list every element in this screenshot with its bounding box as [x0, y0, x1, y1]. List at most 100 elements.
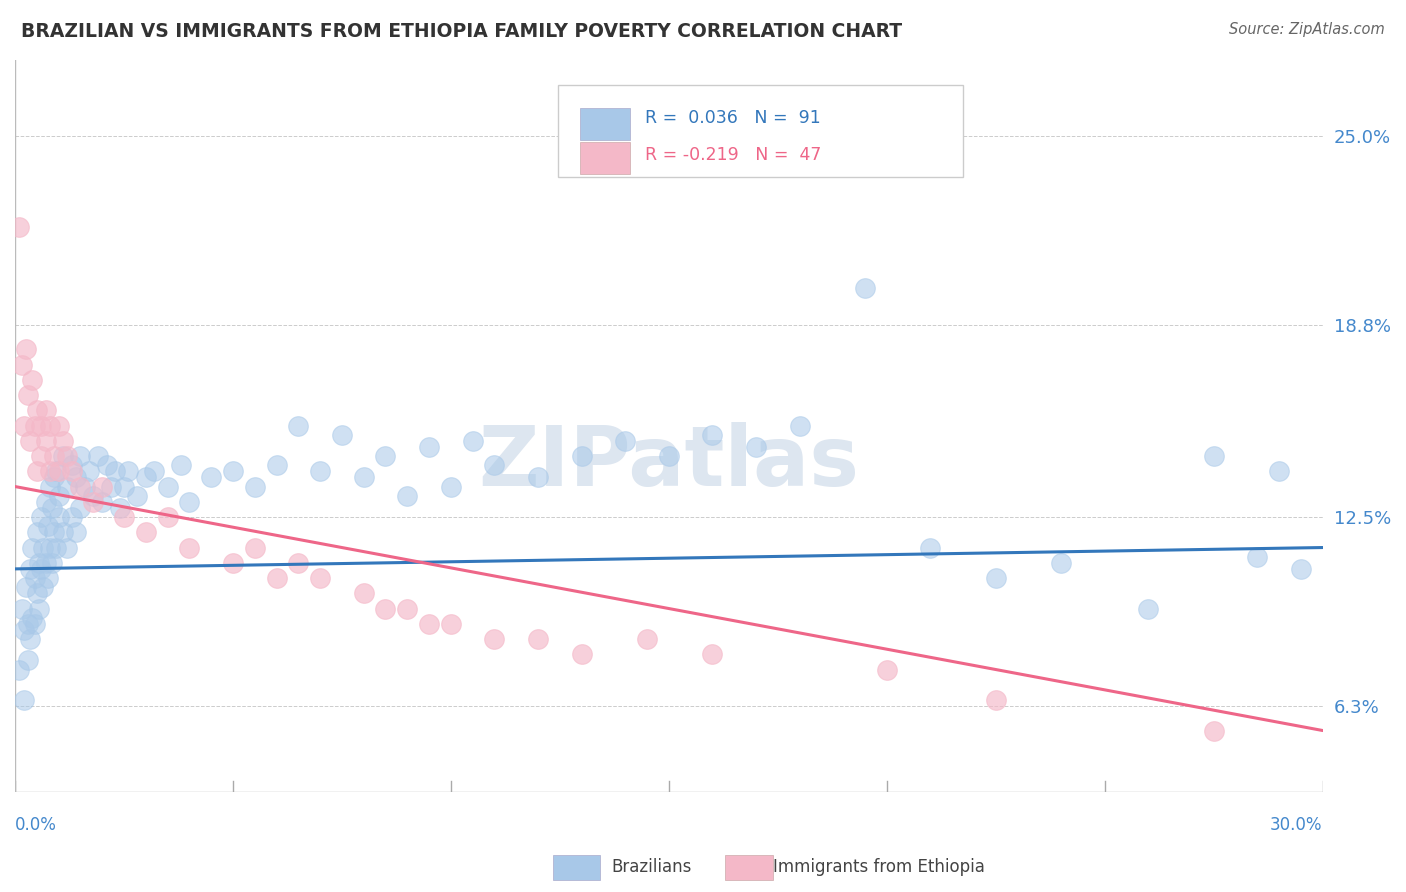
- Point: [56, 479, 79, 493]
- Point: [38, 464, 60, 478]
- Point: [984, 693, 1007, 707]
- Point: [1137, 601, 1160, 615]
- Point: [658, 449, 681, 463]
- Point: [56, 449, 79, 463]
- Point: [396, 601, 419, 615]
- Point: [34, 495, 56, 509]
- Text: Immigrants from Ethiopia: Immigrants from Ethiopia: [773, 858, 986, 876]
- Text: R =  0.036   N =  91: R = 0.036 N = 91: [645, 110, 821, 128]
- Point: [1289, 562, 1312, 576]
- Point: [38, 418, 60, 433]
- Point: [25, 525, 48, 540]
- Point: [571, 647, 593, 661]
- Point: [484, 458, 506, 473]
- Point: [461, 434, 484, 448]
- Point: [396, 489, 419, 503]
- Point: [789, 418, 811, 433]
- Point: [309, 571, 332, 585]
- Point: [45, 464, 67, 478]
- Point: [984, 571, 1007, 585]
- Point: [179, 495, 201, 509]
- Point: [527, 632, 550, 646]
- Text: ZIPatlas: ZIPatlas: [478, 422, 859, 503]
- Point: [48, 418, 70, 433]
- Point: [222, 464, 245, 478]
- Point: [702, 427, 724, 442]
- Point: [135, 525, 157, 540]
- Point: [52, 449, 75, 463]
- Point: [25, 586, 48, 600]
- Point: [156, 510, 179, 524]
- Text: 0.0%: 0.0%: [15, 816, 56, 834]
- Point: [179, 541, 201, 555]
- Text: BRAZILIAN VS IMMIGRANTS FROM ETHIOPIA FAMILY POVERTY CORRELATION CHART: BRAZILIAN VS IMMIGRANTS FROM ETHIOPIA FA…: [21, 22, 903, 41]
- Point: [309, 464, 332, 478]
- Point: [25, 464, 48, 478]
- Point: [8, 663, 31, 677]
- Point: [440, 616, 463, 631]
- Point: [266, 458, 288, 473]
- Point: [266, 571, 288, 585]
- Point: [169, 458, 191, 473]
- Point: [243, 541, 266, 555]
- Point: [24, 616, 46, 631]
- Point: [104, 464, 127, 478]
- Point: [418, 440, 440, 454]
- Point: [30, 449, 52, 463]
- Point: [156, 479, 179, 493]
- Point: [876, 663, 898, 677]
- Point: [52, 434, 75, 448]
- Point: [34, 403, 56, 417]
- Point: [65, 525, 87, 540]
- Point: [28, 601, 51, 615]
- Point: [28, 556, 51, 570]
- FancyBboxPatch shape: [579, 142, 630, 174]
- Point: [96, 458, 118, 473]
- Point: [143, 464, 166, 478]
- Point: [82, 489, 104, 503]
- Point: [353, 586, 375, 600]
- Point: [25, 403, 48, 417]
- Point: [374, 601, 396, 615]
- Point: [100, 479, 122, 493]
- Text: Source: ZipAtlas.com: Source: ZipAtlas.com: [1229, 22, 1385, 37]
- Point: [44, 449, 66, 463]
- Point: [37, 519, 59, 533]
- Point: [243, 479, 266, 493]
- Point: [21, 610, 44, 624]
- Text: R = -0.219   N =  47: R = -0.219 N = 47: [645, 145, 821, 163]
- Point: [77, 464, 100, 478]
- Point: [56, 541, 79, 555]
- Point: [52, 525, 75, 540]
- Point: [440, 479, 463, 493]
- Point: [745, 440, 768, 454]
- Point: [112, 479, 135, 493]
- Point: [45, 541, 67, 555]
- Point: [69, 500, 91, 515]
- Point: [636, 632, 658, 646]
- FancyBboxPatch shape: [579, 108, 630, 140]
- Point: [82, 495, 104, 509]
- Point: [24, 571, 46, 585]
- Point: [1202, 449, 1225, 463]
- Point: [287, 418, 309, 433]
- Point: [34, 556, 56, 570]
- Point: [14, 580, 37, 594]
- Point: [1268, 464, 1291, 478]
- Point: [44, 525, 66, 540]
- Point: [702, 647, 724, 661]
- Point: [13, 418, 35, 433]
- Point: [13, 623, 35, 637]
- Point: [21, 541, 44, 555]
- Point: [48, 464, 70, 478]
- Point: [200, 470, 222, 484]
- Point: [14, 343, 37, 357]
- FancyBboxPatch shape: [558, 86, 963, 177]
- Point: [87, 449, 110, 463]
- Point: [1202, 723, 1225, 738]
- Point: [48, 510, 70, 524]
- Point: [30, 418, 52, 433]
- Point: [117, 464, 139, 478]
- Point: [37, 571, 59, 585]
- Point: [222, 556, 245, 570]
